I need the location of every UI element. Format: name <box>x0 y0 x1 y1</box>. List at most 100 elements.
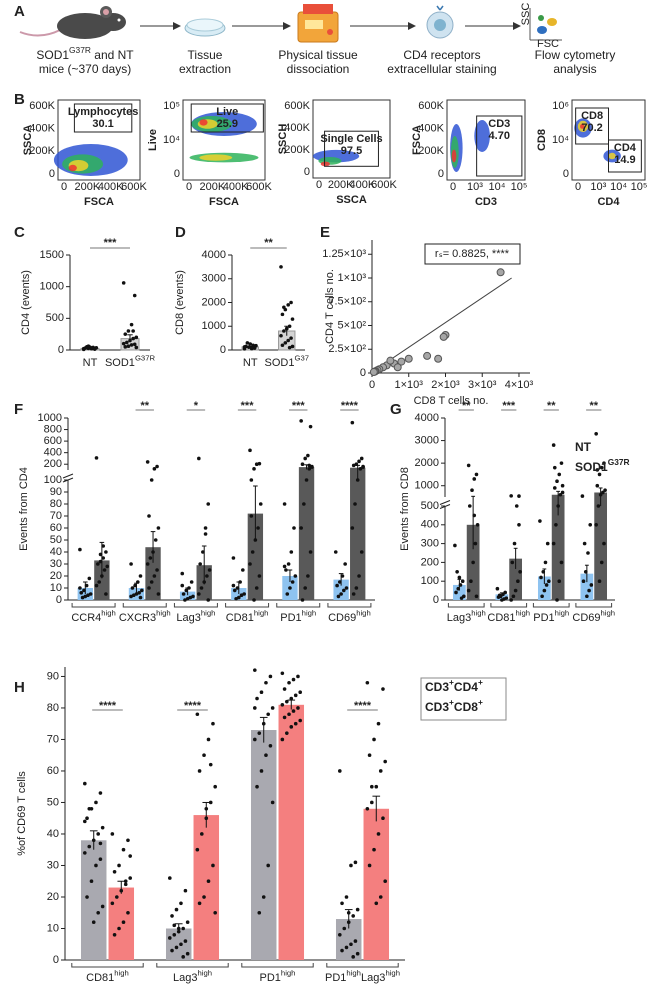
data-point <box>123 345 128 349</box>
y-tick-label: 100 <box>421 575 439 587</box>
data-point <box>547 579 551 583</box>
data-point <box>518 570 522 574</box>
data-point <box>242 345 247 349</box>
y-tick-label: 600K <box>29 100 55 112</box>
data-point <box>138 574 143 578</box>
data-point <box>270 800 275 805</box>
y-axis-title: Live <box>147 129 159 151</box>
x-tick-label-part: high <box>254 609 269 618</box>
data-point <box>152 574 157 578</box>
x-tick-label-part: CD81 <box>86 972 114 984</box>
x-tick-label: 10⁴ <box>610 181 627 193</box>
data-point <box>289 550 294 554</box>
data-point <box>121 341 126 346</box>
x-tick-label: 4×10³ <box>505 379 534 391</box>
data-point <box>170 948 174 953</box>
data-point <box>245 341 250 345</box>
data-point <box>355 951 360 956</box>
y-tick-label: 2000 <box>202 296 226 308</box>
data-point <box>367 863 372 868</box>
data-point <box>551 443 556 447</box>
data-point <box>346 910 351 915</box>
data-point <box>250 550 255 554</box>
icon-label: SSC <box>520 3 532 26</box>
data-point <box>206 502 211 506</box>
y-tick-label: 50 <box>50 534 62 546</box>
data-point <box>123 882 128 887</box>
data-point <box>101 556 106 560</box>
data-point <box>454 590 458 595</box>
data-point <box>195 847 200 852</box>
data-point <box>241 568 245 572</box>
legend-label: NT <box>575 440 592 454</box>
step-label: Tissue <box>188 48 223 62</box>
data-point <box>286 303 290 307</box>
data-point <box>460 579 465 583</box>
data-point <box>170 914 174 918</box>
data-point <box>268 743 273 748</box>
x-tick-label: CD81high <box>226 609 269 624</box>
data-point <box>558 492 563 497</box>
data-point <box>303 586 307 590</box>
data-point <box>349 863 353 868</box>
data-point <box>342 926 347 931</box>
step-label-part: and NT <box>91 48 134 62</box>
data-point <box>466 463 471 468</box>
gate <box>73 103 133 133</box>
category-bracket <box>71 963 144 968</box>
category-bracket <box>326 963 399 968</box>
data-point <box>353 860 358 865</box>
data-point <box>291 709 296 713</box>
data-point <box>183 888 188 893</box>
density-blob <box>608 152 616 160</box>
data-point <box>381 816 385 821</box>
data-point <box>155 568 159 572</box>
plot-frame <box>182 99 266 181</box>
x-tick-label-part: CD81 <box>487 612 515 624</box>
data-point <box>280 312 285 317</box>
data-point <box>261 721 266 726</box>
x-tick-label-part: SOD1 <box>265 357 295 369</box>
data-point <box>266 712 270 717</box>
category-bracket <box>327 603 372 608</box>
x-tick-label: Lag3high <box>173 969 212 984</box>
data-point <box>205 574 209 578</box>
data-point <box>188 595 193 600</box>
data-point <box>594 523 598 527</box>
data-point <box>557 472 562 477</box>
y-tick-label: 100 <box>44 474 62 486</box>
data-point <box>601 490 605 495</box>
data-point <box>201 550 205 554</box>
data-point <box>287 345 292 350</box>
step-label: analysis <box>553 62 596 76</box>
data-point <box>351 463 356 468</box>
data-point <box>266 863 270 868</box>
y-tick-label: 7.5×10² <box>328 296 366 308</box>
data-point <box>595 483 600 488</box>
data-point <box>252 346 257 350</box>
gate <box>476 115 523 177</box>
data-point <box>176 926 181 931</box>
data-point <box>500 598 504 602</box>
density-blob <box>68 164 77 172</box>
step-label-part: mice (~370 days) <box>39 62 131 76</box>
gate <box>190 103 264 133</box>
data-point <box>594 432 598 436</box>
data-point <box>290 344 295 349</box>
data-point <box>598 492 603 497</box>
data-point <box>83 819 87 824</box>
data-point <box>234 597 238 601</box>
y-tick-label: 500 <box>421 500 439 512</box>
data-point <box>101 544 106 548</box>
data-point <box>580 494 585 498</box>
data-point <box>372 847 376 852</box>
data-point <box>351 955 355 959</box>
bar <box>551 494 565 600</box>
bar <box>509 558 523 600</box>
data-point <box>199 586 204 590</box>
data-point <box>557 579 562 583</box>
legend-label-part: + <box>449 697 454 707</box>
significance-label: **** <box>354 700 372 712</box>
bar <box>250 730 277 960</box>
bar <box>350 467 366 600</box>
